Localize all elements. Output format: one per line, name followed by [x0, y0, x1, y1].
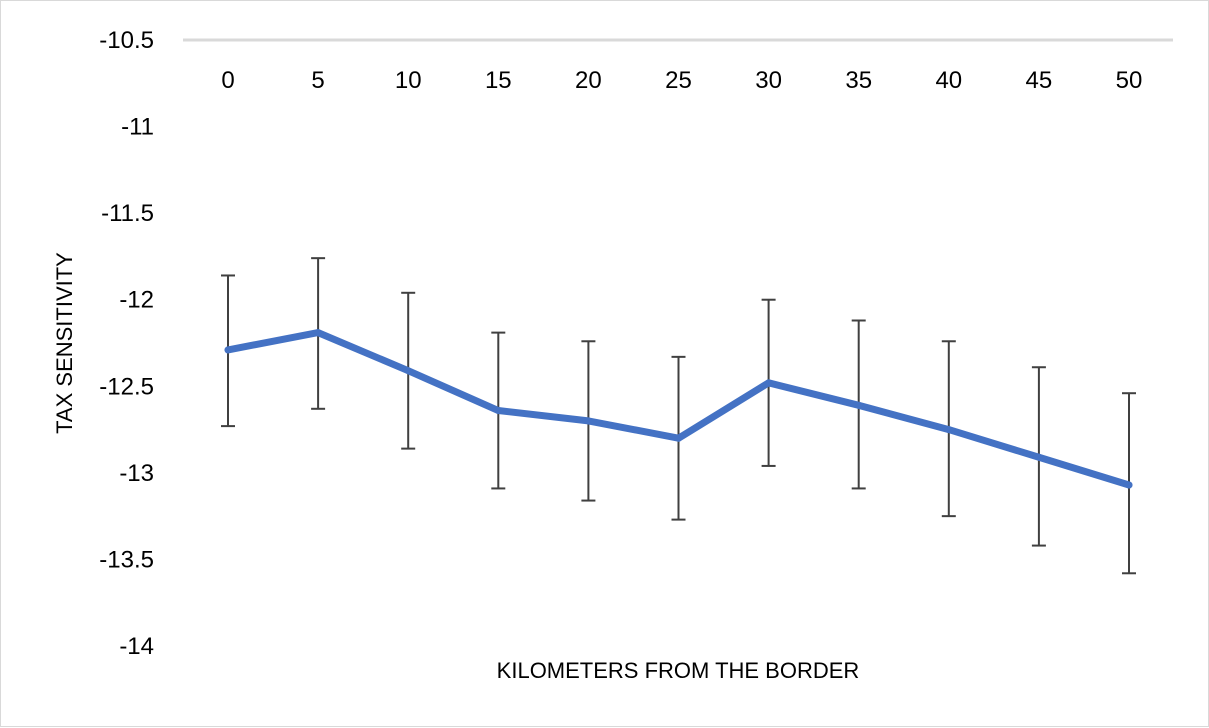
x-tick-label: 45: [1026, 67, 1053, 94]
x-tick-label: 20: [575, 67, 602, 94]
data-point: [404, 367, 412, 375]
y-tick-label: -13: [119, 460, 154, 487]
data-point: [1125, 481, 1133, 489]
x-tick-label: 15: [485, 67, 512, 94]
data-point: [494, 407, 502, 415]
y-tick-label: -11.5: [101, 200, 154, 227]
data-point: [584, 417, 592, 425]
x-tick-label: 30: [755, 67, 782, 94]
x-tick-label: 50: [1116, 67, 1143, 94]
y-axis-tick-labels: -10.5 -11 -11.5 -12 -12.5 -13 -13.5 -14: [99, 27, 154, 660]
error-bars: [221, 257, 1136, 575]
data-point: [224, 346, 232, 354]
data-point: [765, 379, 773, 387]
x-tick-label: 10: [395, 67, 422, 94]
data-point: [1035, 453, 1043, 461]
x-tick-label: 0: [221, 67, 234, 94]
y-tick-label: -14: [119, 633, 154, 660]
data-points: [224, 329, 1133, 489]
data-point: [675, 434, 682, 442]
y-tick-label: -13.5: [99, 546, 154, 573]
data-point: [855, 401, 863, 409]
x-axis-title: KILOMETERS FROM THE BORDER: [497, 658, 860, 683]
x-tick-label: 25: [665, 67, 692, 94]
data-point: [945, 426, 953, 434]
y-tick-label: -12: [119, 287, 154, 314]
y-tick-label: -10.5: [99, 27, 154, 54]
y-tick-label: -12.5: [99, 373, 154, 400]
y-tick-label: -11: [121, 114, 154, 141]
x-axis-tick-labels: 0 5 10 15 20 25 30 35 40 45 50: [221, 67, 1142, 94]
data-point: [314, 329, 322, 337]
x-tick-label: 40: [935, 67, 962, 94]
x-tick-label: 5: [311, 67, 324, 94]
y-axis-title: TAX SENSITIVITY: [52, 252, 77, 434]
x-tick-label: 35: [845, 67, 872, 94]
